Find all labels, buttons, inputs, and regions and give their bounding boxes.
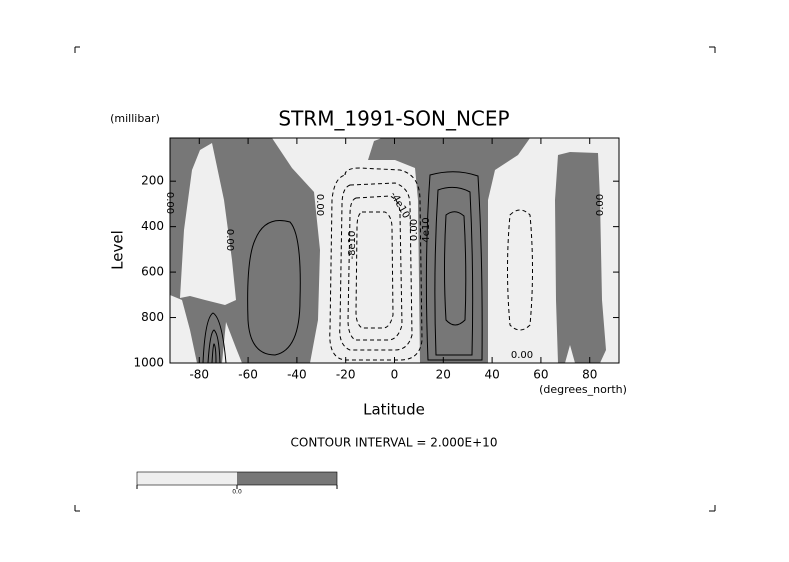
contour-label: 0.00 — [224, 229, 235, 251]
x-tick-label: -80 — [189, 368, 209, 382]
x-tick-label: 20 — [436, 368, 451, 382]
x-tick-label: 60 — [533, 368, 548, 382]
low-region — [222, 322, 242, 363]
contour-label: 0.00 — [511, 350, 533, 361]
high-region — [555, 152, 606, 363]
contour-label: 0.00 — [595, 194, 606, 216]
x-units: (degrees_north) — [539, 383, 627, 396]
x-tick-label: 80 — [582, 368, 597, 382]
x-tick-label: 40 — [484, 368, 499, 382]
low-region — [180, 143, 236, 305]
contour-label: 4e10 — [421, 217, 432, 242]
chart-title: STRM_1991-SON_NCEP — [278, 107, 509, 131]
colorbar-label: 0.0 — [232, 489, 242, 496]
contour-label: 0.00 — [164, 192, 175, 214]
y-axis-label: Level — [109, 230, 127, 270]
y-tick-label: 600 — [141, 265, 164, 279]
y-tick-label: 200 — [141, 174, 164, 188]
x-tick-label: -20 — [336, 368, 356, 382]
x-tick-label: -40 — [287, 368, 307, 382]
contour-note: CONTOUR INTERVAL = 2.000E+10 — [291, 436, 498, 450]
high-region — [368, 138, 530, 363]
contour-label: 0.00 — [409, 219, 420, 241]
y-units: (millibar) — [110, 112, 160, 125]
corner-marks — [74, 46, 716, 512]
y-tick-label: 400 — [141, 219, 164, 233]
x-tick-label: 0 — [391, 368, 399, 382]
y-tick-label: 1000 — [133, 356, 164, 370]
colorbar-high — [237, 472, 337, 485]
contour-label: -8e10 — [347, 231, 358, 260]
contour-field — [169, 137, 620, 364]
contour-label: 0.00 — [314, 194, 325, 216]
y-tick-label: 800 — [141, 310, 164, 324]
colorbar-low — [137, 472, 237, 485]
x-axis-label: Latitude — [363, 401, 425, 419]
colorbar — [136, 471, 338, 489]
low-region — [170, 295, 197, 363]
x-tick-label: -60 — [238, 368, 258, 382]
